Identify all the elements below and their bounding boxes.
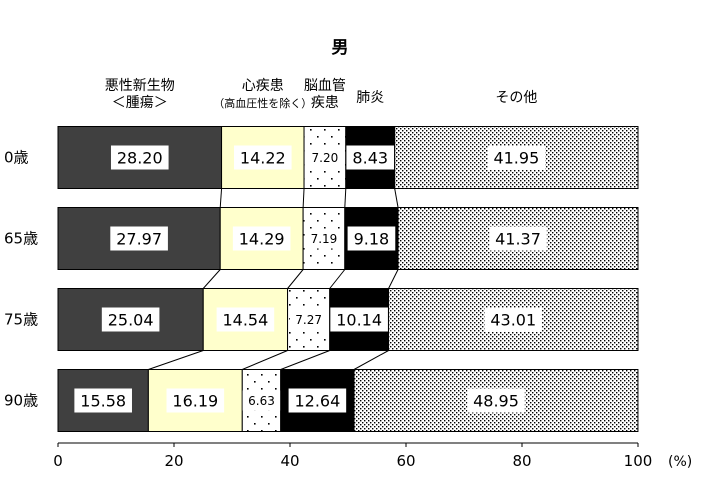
x-tick-label: 0 (53, 452, 63, 470)
legend-label: ＜腫瘍＞ (112, 94, 168, 111)
data-label-box (346, 145, 395, 170)
data-label: 6.63 (248, 394, 275, 408)
data-label: 15.58 (80, 391, 126, 410)
data-label: 41.95 (493, 148, 539, 167)
x-axis: 0 20 40 60 80 100 (%) (53, 442, 692, 470)
connector-line (302, 188, 305, 208)
connector-line (148, 350, 204, 370)
x-unit-label: (%) (668, 454, 692, 470)
connector-line (242, 350, 288, 370)
legend-label: 肺炎 (356, 90, 384, 106)
legend-label: （高血圧性を除く） (213, 96, 312, 110)
y-tick-label: 65歳 (4, 230, 38, 248)
data-label: 41.37 (495, 229, 541, 248)
data-label-box (166, 388, 225, 413)
data-label: 43.01 (490, 310, 536, 329)
data-label-box (233, 145, 292, 170)
data-label-box (489, 226, 547, 251)
data-label: 14.54 (222, 310, 268, 329)
connector-line (202, 269, 221, 289)
data-label: 25.04 (108, 310, 154, 329)
bars: 28.20 14.22 7.20 8.43 41.95 27.97 14.29 7.19 9.1… (57, 126, 639, 432)
data-label-box (305, 228, 343, 249)
legend-label: 悪性新生物 (105, 78, 175, 94)
data-label-box (242, 390, 281, 411)
data-label: 16.19 (172, 391, 218, 410)
data-label-box (74, 388, 132, 413)
data-label-box (347, 226, 396, 251)
data-label-box (216, 307, 275, 332)
connector-line (353, 350, 389, 370)
bar-segment (57, 207, 221, 270)
legend-label: 疾患 (311, 95, 339, 111)
data-label-box (289, 309, 328, 330)
y-tick-label: 0歳 (4, 149, 29, 167)
chart-title: 男 (332, 38, 349, 58)
data-label: 14.29 (239, 229, 285, 248)
data-label: 9.18 (354, 229, 390, 248)
data-label: 28.20 (117, 148, 163, 167)
data-label: 10.14 (336, 310, 382, 329)
data-label-box (110, 226, 168, 251)
x-tick-label: 80 (512, 452, 531, 470)
data-label: 7.27 (295, 313, 322, 327)
data-label: 8.43 (352, 148, 388, 167)
connector-line (280, 350, 330, 370)
legend-label: 心疾患 (242, 78, 284, 94)
data-label: 27.97 (116, 229, 162, 248)
y-tick-label: 90歳 (4, 392, 38, 410)
connector-lines (148, 188, 399, 370)
data-label-box (232, 226, 291, 251)
connector-line (394, 188, 399, 208)
legend-label: 脳血管 (304, 78, 346, 94)
x-tick-label: 100 (624, 452, 653, 470)
connector-line (329, 269, 346, 289)
y-axis: 0歳 65歳 75歳 90歳 (4, 149, 38, 410)
data-label-box (467, 388, 525, 413)
data-label: 7.20 (312, 151, 339, 165)
y-tick-label: 75歳 (4, 311, 38, 329)
x-tick-label: 60 (396, 452, 415, 470)
x-tick-label: 20 (164, 452, 183, 470)
data-label-box (487, 145, 546, 170)
data-label-box (110, 145, 169, 170)
data-label: 7.19 (311, 232, 338, 246)
connector-line (344, 188, 347, 208)
data-label-box (306, 147, 344, 168)
connector-line (287, 269, 304, 289)
connector-line (388, 269, 399, 289)
data-label-box (330, 307, 388, 332)
data-label-box (101, 307, 160, 332)
x-tick-label: 40 (280, 452, 299, 470)
data-label-box (484, 307, 543, 332)
legend-label: その他 (495, 90, 537, 106)
data-label-box (288, 388, 347, 413)
data-label: 14.22 (240, 148, 286, 167)
data-label: 12.64 (294, 391, 340, 410)
connector-line (219, 188, 223, 208)
data-label: 48.95 (473, 391, 519, 410)
